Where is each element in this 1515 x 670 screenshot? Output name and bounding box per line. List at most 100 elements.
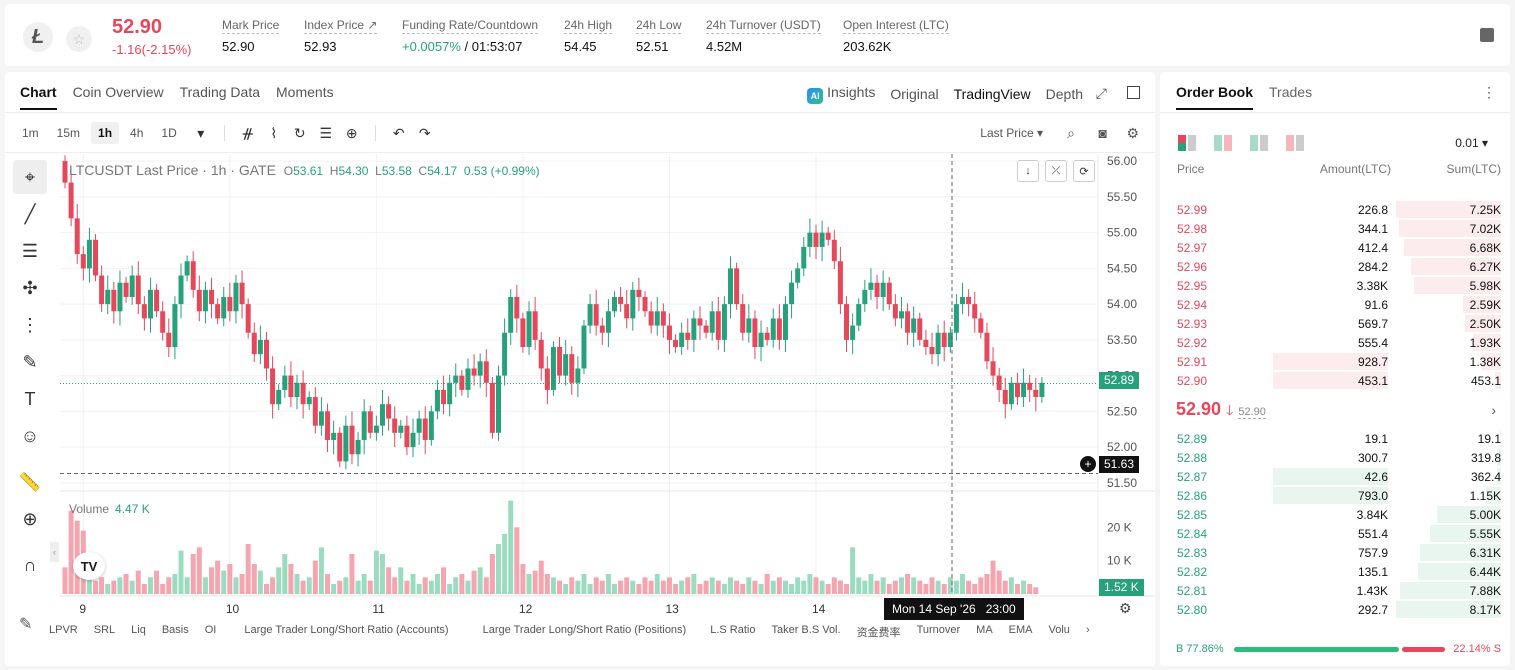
stat-label: 24h High xyxy=(564,18,613,34)
pattern-tool-icon[interactable]: ✣ xyxy=(22,277,38,298)
ask-row[interactable]: 52.90 453.1 453.1 xyxy=(1176,371,1501,390)
replay-icon[interactable]: ↻ xyxy=(293,124,306,141)
search-icon[interactable]: ⌕ xyxy=(1067,125,1075,141)
indicators-icon[interactable]: ⌇ xyxy=(270,124,278,141)
bid-row[interactable]: 52.87 42.6 362.4 xyxy=(1176,467,1501,486)
view-bids-icon[interactable] xyxy=(1250,135,1268,151)
bid-row[interactable]: 52.86 793.0 1.15K xyxy=(1176,486,1501,505)
bid-row[interactable]: 52.82 135.1 6.44K xyxy=(1176,562,1501,581)
emoji-tool-icon[interactable]: ☺ xyxy=(20,425,40,446)
view-asks-icon[interactable] xyxy=(1214,135,1232,151)
indicator-basis[interactable]: Basis xyxy=(161,624,189,636)
interval-4h[interactable]: 4h xyxy=(130,126,144,140)
brush-tool-icon[interactable]: ✎ xyxy=(22,351,38,372)
candle-type-icon[interactable]: ᚌ xyxy=(242,124,253,141)
crosshair-tool-icon[interactable]: ⌖ xyxy=(13,160,47,194)
redo-icon[interactable]: ↷ xyxy=(418,124,431,141)
funding-rate-value: +0.0057% xyxy=(402,39,461,54)
arrow-down-icon[interactable]: ↓ xyxy=(1017,160,1039,182)
expand-icon[interactable]: ⤢ xyxy=(1095,85,1107,101)
bid-row[interactable]: 52.88 300.7 319.8 xyxy=(1176,448,1501,467)
templates-icon[interactable]: ☰ xyxy=(319,124,333,141)
cumulative-depth-bar xyxy=(1499,430,1501,447)
indicator-ls-ratio[interactable]: L.S Ratio xyxy=(710,624,756,636)
volume-bar xyxy=(660,580,666,594)
ask-row[interactable]: 52.96 284.2 6.27K xyxy=(1176,257,1501,276)
tab-chart[interactable]: Chart xyxy=(20,84,57,110)
tab-moments[interactable]: Moments xyxy=(276,84,334,100)
tab-coin-overview[interactable]: Coin Overview xyxy=(72,84,164,100)
favorite-star-icon[interactable]: ☆ xyxy=(66,26,92,52)
index-price-stat[interactable]: Index Price ↗ 52.93 xyxy=(304,18,378,54)
camera-icon[interactable]: ◙ xyxy=(1098,125,1107,141)
tab-order-book[interactable]: Order Book xyxy=(1176,84,1254,110)
reset-icon[interactable]: ⟳ xyxy=(1073,160,1095,182)
indicator-srl[interactable]: SRL xyxy=(93,624,116,636)
candlestick-chart[interactable]: 56.0055.5055.0054.5054.0053.5053.0052.50… xyxy=(5,72,1155,666)
add-order-icon[interactable]: + xyxy=(1080,456,1096,472)
ask-row[interactable]: 52.94 91.6 2.59K xyxy=(1176,295,1501,314)
interval-dropdown-icon[interactable]: ▾ xyxy=(197,124,205,141)
indicator-lpvr[interactable]: LPVR xyxy=(49,624,78,636)
interval-15m[interactable]: 15m xyxy=(56,126,81,140)
bid-row[interactable]: 52.81 1.43K 7.88K xyxy=(1176,581,1501,600)
ask-row[interactable]: 52.99 226.8 7.25K xyxy=(1176,200,1501,219)
trendline-tool-icon[interactable]: ╱ xyxy=(24,203,36,224)
indicator-taker-vol[interactable]: Taker B.S Vol. xyxy=(771,624,841,636)
indicator-more-icon[interactable]: › xyxy=(1085,624,1090,636)
book-icon[interactable] xyxy=(1480,28,1494,42)
tab-tradingview[interactable]: TradingView xyxy=(953,86,1031,102)
interval-1d[interactable]: 1D xyxy=(161,126,177,140)
interval-1h[interactable]: 1h xyxy=(91,122,120,144)
ask-row[interactable]: 52.91 928.7 1.38K xyxy=(1176,352,1501,371)
fib-tool-icon[interactable]: ☰ xyxy=(21,240,39,261)
indicator-edit-icon[interactable]: ✎ xyxy=(19,616,33,633)
indicator-turnover[interactable]: Turnover xyxy=(916,624,961,636)
ask-row[interactable]: 52.97 412.4 6.68K xyxy=(1176,238,1501,257)
tab-trades[interactable]: Trades xyxy=(1269,84,1313,100)
ask-row[interactable]: 52.93 569.7 2.50K xyxy=(1176,314,1501,333)
insights-button[interactable]: AI Insights xyxy=(807,84,875,104)
indicator-lt-accounts[interactable]: Large Trader Long/Short Ratio (Accounts) xyxy=(244,624,449,636)
tab-original[interactable]: Original xyxy=(890,86,939,102)
forecast-tool-icon[interactable]: ⋮ xyxy=(21,314,39,335)
undo-icon[interactable]: ↶ xyxy=(392,124,405,141)
indicator-volume[interactable]: Volu xyxy=(1048,624,1070,636)
view-sells-icon[interactable] xyxy=(1286,135,1304,151)
view-both-icon[interactable] xyxy=(1178,135,1196,151)
mid-price[interactable]: 52.90 🡓 52.90 xyxy=(1176,399,1266,424)
chevron-right-icon[interactable]: › xyxy=(1491,402,1496,418)
text-tool-icon[interactable]: T xyxy=(24,388,36,409)
indicator-oi[interactable]: OI xyxy=(204,624,217,636)
price-source-select[interactable]: Last Price ▾ xyxy=(980,126,1043,140)
ask-row[interactable]: 52.95 3.38K 5.98K xyxy=(1176,276,1501,295)
indicator-ma[interactable]: MA xyxy=(976,624,993,636)
candle-body xyxy=(862,289,868,305)
bid-row[interactable]: 52.89 19.1 19.1 xyxy=(1176,429,1501,448)
tab-trading-data[interactable]: Trading Data xyxy=(179,84,261,100)
bid-row[interactable]: 52.80 292.7 8.17K xyxy=(1176,600,1501,619)
fullscreen-icon[interactable]: ⤫ xyxy=(1045,160,1067,182)
axis-settings-icon[interactable]: ⚙ xyxy=(1119,600,1132,616)
indicator-lt-positions[interactable]: Large Trader Long/Short Ratio (Positions… xyxy=(482,624,687,636)
gear-icon[interactable]: ⚙ xyxy=(1126,125,1139,141)
tab-depth[interactable]: Depth xyxy=(1045,86,1083,102)
interval-1m[interactable]: 1m xyxy=(22,126,39,140)
collapse-arrow-icon[interactable]: ‹ xyxy=(50,542,59,562)
bid-row[interactable]: 52.84 551.4 5.55K xyxy=(1176,524,1501,543)
add-alert-icon[interactable]: ⊕ xyxy=(345,124,358,141)
bid-row[interactable]: 52.85 3.84K 5.00K xyxy=(1176,505,1501,524)
tradingview-logo-icon[interactable]: TV xyxy=(73,552,105,580)
more-icon[interactable]: ⋮ xyxy=(1482,84,1496,100)
zoom-tool-icon[interactable]: ⊕ xyxy=(22,508,38,529)
indicator-ema[interactable]: EMA xyxy=(1008,624,1033,636)
layout-square-icon[interactable] xyxy=(1127,86,1140,99)
ask-row[interactable]: 52.98 344.1 7.02K xyxy=(1176,219,1501,238)
ruler-tool-icon[interactable]: 📏 xyxy=(18,471,42,492)
ask-row[interactable]: 52.92 555.4 1.93K xyxy=(1176,333,1501,352)
bid-row[interactable]: 52.83 757.9 6.31K xyxy=(1176,543,1501,562)
magnet-tool-icon[interactable]: ∩ xyxy=(23,554,37,575)
precision-select[interactable]: 0.01 ▾ xyxy=(1455,136,1488,150)
indicator-funding[interactable]: 资金费率 xyxy=(856,627,901,639)
indicator-liq[interactable]: Liq xyxy=(131,624,146,636)
